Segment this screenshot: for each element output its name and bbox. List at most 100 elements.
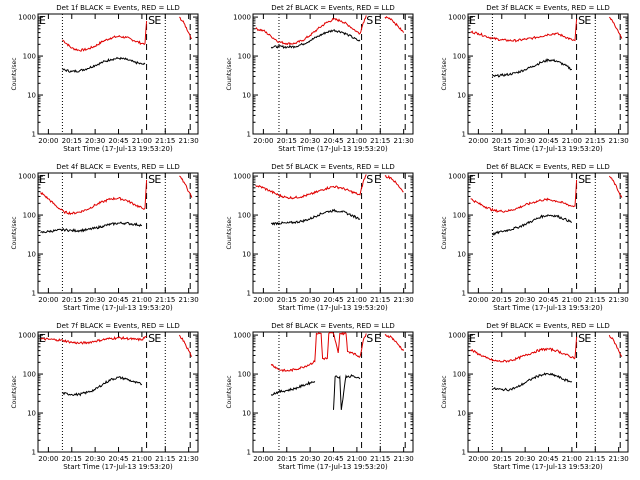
- annotation-label: S: [578, 173, 585, 186]
- y-axis-label: Counts/sec: [11, 375, 18, 408]
- y-tick-label: 10: [242, 410, 251, 418]
- annotation-label: E: [469, 173, 476, 186]
- y-tick-label: 1000: [448, 173, 466, 181]
- x-tick-label: 20:45: [538, 296, 558, 304]
- x-tick-label: 21:30: [179, 137, 199, 145]
- x-tick-label: 21:15: [585, 296, 605, 304]
- x-tick-label: 20:00: [253, 455, 273, 463]
- annotation-label: S: [578, 332, 585, 345]
- y-tick-label: 1000: [448, 14, 466, 22]
- y-tick-label: 10: [457, 251, 466, 259]
- annotation-label: E: [154, 332, 161, 345]
- x-tick-label: 21:30: [609, 137, 629, 145]
- lld-series-line: [608, 334, 623, 357]
- annotation-label: S: [366, 173, 373, 186]
- y-tick-label: 100: [238, 371, 251, 379]
- lld-series-line: [608, 16, 623, 39]
- y-tick-label: 10: [457, 92, 466, 100]
- lld-series-line: [40, 335, 147, 345]
- x-tick-label: 21:30: [394, 137, 414, 145]
- annotation-label: S: [148, 14, 155, 27]
- plot-frame: [37, 331, 199, 453]
- x-tick-label: 21:30: [609, 296, 629, 304]
- annotation-label: E: [584, 14, 591, 27]
- x-tick-label: 20:30: [515, 455, 535, 463]
- x-tick-label: 20:45: [323, 455, 343, 463]
- annotation-label: E: [374, 332, 381, 345]
- lld-series-line: [608, 175, 623, 198]
- y-tick-label: 1000: [18, 332, 36, 340]
- x-tick-label: 20:15: [492, 137, 512, 145]
- y-tick-label: 10: [242, 92, 251, 100]
- x-tick-label: 20:30: [85, 455, 105, 463]
- plot-frame: [252, 172, 414, 294]
- panel-det-8: Det 8f BLACK = Events, RED = LLD 1 10 100 10…: [226, 322, 414, 471]
- y-tick-label: 1: [32, 449, 36, 457]
- x-tick-label: 20:30: [85, 296, 105, 304]
- x-tick-label: 21:15: [370, 296, 390, 304]
- x-tick-label: 21:15: [155, 455, 175, 463]
- y-tick-label: 100: [23, 371, 36, 379]
- y-tick-label: 100: [238, 212, 251, 220]
- x-tick-label: 20:30: [300, 455, 320, 463]
- x-tick-label: 21:00: [132, 137, 152, 145]
- x-tick-label: 20:00: [468, 137, 488, 145]
- panel-title: Det 5f BLACK = Events, RED = LLD: [271, 163, 394, 171]
- lld-series-line: [270, 332, 367, 373]
- x-tick-label: 20:15: [277, 137, 297, 145]
- y-tick-label: 100: [23, 212, 36, 220]
- panel-title: Det 6f BLACK = Events, RED = LLD: [486, 163, 609, 171]
- y-axis-label: Counts/sec: [226, 57, 233, 90]
- y-tick-label: 1: [247, 290, 251, 298]
- annotation-label: S: [148, 173, 155, 186]
- x-tick-label: 20:45: [323, 137, 343, 145]
- lld-series-line: [255, 174, 367, 200]
- events-series-line: [492, 214, 572, 236]
- lld-series-line: [179, 175, 193, 198]
- lld-series-line: [470, 336, 578, 363]
- x-tick-label: 20:30: [300, 296, 320, 304]
- y-tick-label: 10: [457, 410, 466, 418]
- annotation-label: S: [366, 332, 373, 345]
- x-axis-label: Start Time (17-Jul-13 19:53:20): [493, 463, 603, 471]
- panel-title: Det 2f BLACK = Events, RED = LLD: [271, 4, 394, 12]
- y-axis-label: Counts/sec: [226, 375, 233, 408]
- x-tick-label: 21:30: [609, 455, 629, 463]
- panel-title: Det 1f BLACK = Events, RED = LLD: [56, 4, 179, 12]
- annotation-label: E: [584, 332, 591, 345]
- x-axis-label: Start Time (17-Jul-13 19:53:20): [493, 145, 603, 153]
- y-tick-label: 1000: [18, 14, 36, 22]
- x-tick-label: 21:30: [394, 296, 414, 304]
- events-series-line: [492, 58, 573, 78]
- x-tick-label: 20:00: [468, 296, 488, 304]
- x-tick-label: 21:00: [562, 137, 582, 145]
- x-tick-label: 21:00: [132, 296, 152, 304]
- x-tick-label: 21:15: [370, 137, 390, 145]
- x-axis-label: Start Time (17-Jul-13 19:53:20): [493, 304, 603, 312]
- x-tick-label: 20:30: [515, 296, 535, 304]
- panel-det-3: Det 3f BLACK = Events, RED = LLD 1 10 100 10…: [441, 4, 629, 153]
- panel-title: Det 4f BLACK = Events, RED = LLD: [56, 163, 179, 171]
- y-tick-label: 100: [453, 53, 466, 61]
- y-tick-label: 10: [242, 251, 251, 259]
- y-axis-label: Counts/sec: [441, 57, 448, 90]
- annotation-label: E: [154, 173, 161, 186]
- x-axis-label: Start Time (17-Jul-13 19:53:20): [63, 145, 173, 153]
- events-series-line: [62, 376, 143, 397]
- annotation-label: E: [154, 14, 161, 27]
- x-tick-label: 20:45: [108, 137, 128, 145]
- annotation-label: E: [469, 332, 476, 345]
- x-tick-label: 21:15: [370, 455, 390, 463]
- x-tick-label: 20:15: [62, 296, 82, 304]
- y-axis-label: Counts/sec: [226, 216, 233, 249]
- plot-frame: [37, 172, 199, 294]
- x-tick-label: 20:00: [38, 455, 58, 463]
- events-series-line: [40, 221, 143, 234]
- panel-title: Det 3f BLACK = Events, RED = LLD: [486, 4, 609, 12]
- y-tick-label: 1000: [233, 14, 251, 22]
- panel-det-4: Det 4f BLACK = Events, RED = LLD 1 10 100 10…: [11, 163, 199, 312]
- annotation-label: E: [584, 173, 591, 186]
- x-tick-label: 21:30: [394, 455, 414, 463]
- x-axis-label: Start Time (17-Jul-13 19:53:20): [278, 463, 388, 471]
- x-tick-label: 20:00: [38, 296, 58, 304]
